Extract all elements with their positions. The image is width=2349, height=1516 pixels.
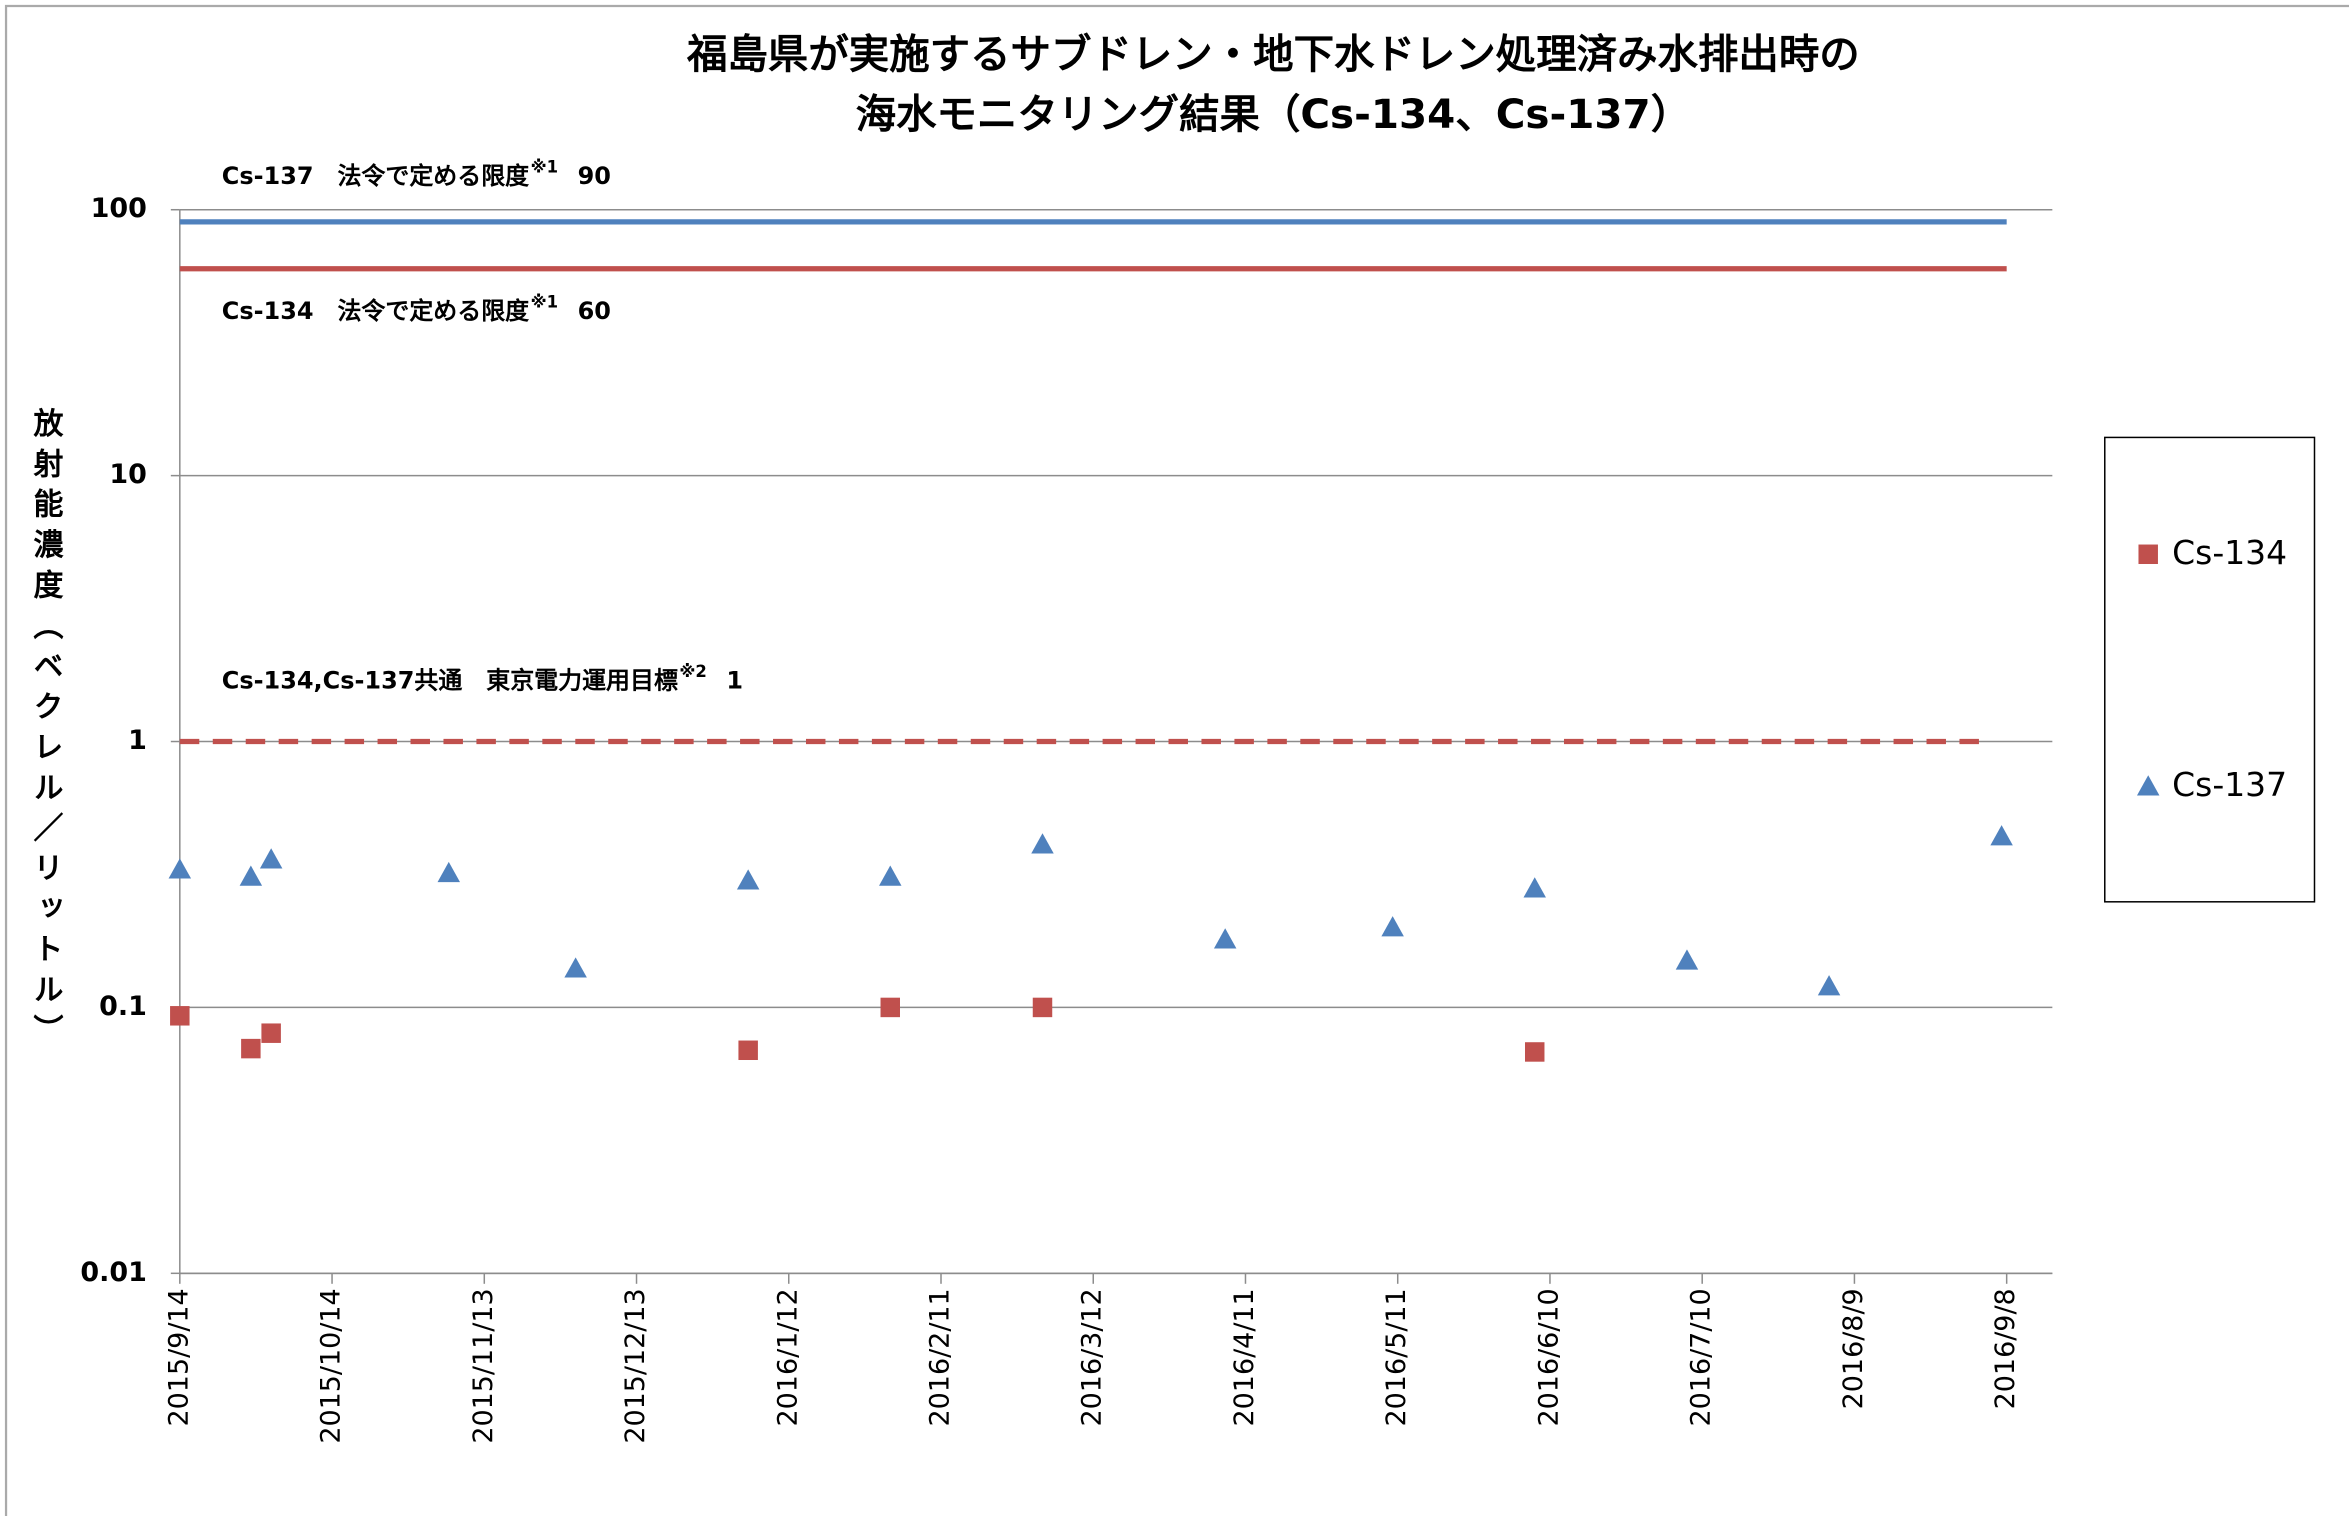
marker: [261, 1023, 281, 1043]
marker: [736, 869, 760, 890]
marker: [1817, 975, 1841, 996]
y-tick-label: 10: [109, 459, 147, 490]
reference-label: Cs-137 法令で定める限度: [222, 162, 529, 190]
chart-title: 海水モニタリング結果（Cs-134、Cs-137）: [856, 90, 1692, 138]
marker: [879, 865, 902, 886]
reference-note: ※2: [679, 662, 706, 681]
legend-marker: [2138, 544, 2158, 565]
x-tick-label: 2016/3/12: [1077, 1288, 1108, 1426]
marker: [1031, 833, 1054, 854]
marker: [170, 1006, 190, 1026]
x-tick-label: 2016/2/11: [925, 1288, 956, 1426]
marker: [1213, 928, 1237, 949]
reference-value: 90: [578, 162, 611, 190]
marker: [168, 858, 192, 879]
x-tick-label: 2016/9/8: [1990, 1288, 2021, 1409]
chart-title: 福島県が実施するサブドレン・地下水ドレン処理済み水排出時の: [686, 30, 1860, 78]
marker: [239, 865, 263, 886]
marker: [1675, 949, 1699, 970]
marker: [564, 957, 587, 978]
marker: [437, 861, 461, 883]
reference-label: Cs-134 法令で定める限度: [222, 297, 529, 325]
x-tick-label: 2015/12/13: [620, 1288, 651, 1443]
reference-note: ※1: [531, 157, 558, 176]
x-tick-label: 2015/9/14: [163, 1288, 194, 1426]
x-tick-label: 2016/5/11: [1381, 1288, 1412, 1426]
y-tick-label: 100: [91, 193, 147, 224]
legend-label: Cs-137: [2172, 765, 2287, 804]
marker: [1523, 877, 1546, 898]
marker: [1381, 916, 1404, 937]
legend-label: Cs-134: [2172, 533, 2287, 572]
y-axis-label: 放射能濃度（ベクレル／リットル）: [27, 407, 64, 1054]
chart-frame: [4, 4, 2349, 1516]
marker: [738, 1040, 758, 1061]
marker: [1032, 997, 1053, 1018]
marker: [1524, 1042, 1545, 1062]
y-tick-label: 0.01: [80, 1257, 147, 1288]
x-tick-label: 2016/6/10: [1533, 1288, 1564, 1426]
marker: [241, 1038, 261, 1059]
x-tick-label: 2016/1/12: [772, 1288, 803, 1426]
marker: [1990, 825, 2013, 846]
legend-box: [2104, 436, 2316, 903]
x-tick-label: 2016/8/9: [1838, 1288, 1869, 1409]
reference-label: Cs-134,Cs-137共通 東京電力運用目標: [222, 667, 678, 695]
reference-value: 1: [726, 667, 743, 695]
y-tick-label: 1: [128, 725, 147, 756]
legend-marker: [2136, 775, 2160, 796]
x-tick-label: 2016/7/10: [1686, 1288, 1717, 1426]
marker: [880, 997, 900, 1018]
reference-value: 60: [578, 297, 611, 325]
y-tick-label: 0.1: [99, 991, 147, 1022]
x-tick-label: 2015/11/13: [468, 1288, 499, 1443]
x-tick-label: 2015/10/14: [316, 1288, 347, 1443]
reference-note: ※1: [531, 293, 558, 312]
x-tick-label: 2016/4/11: [1229, 1288, 1260, 1426]
marker: [259, 848, 283, 869]
